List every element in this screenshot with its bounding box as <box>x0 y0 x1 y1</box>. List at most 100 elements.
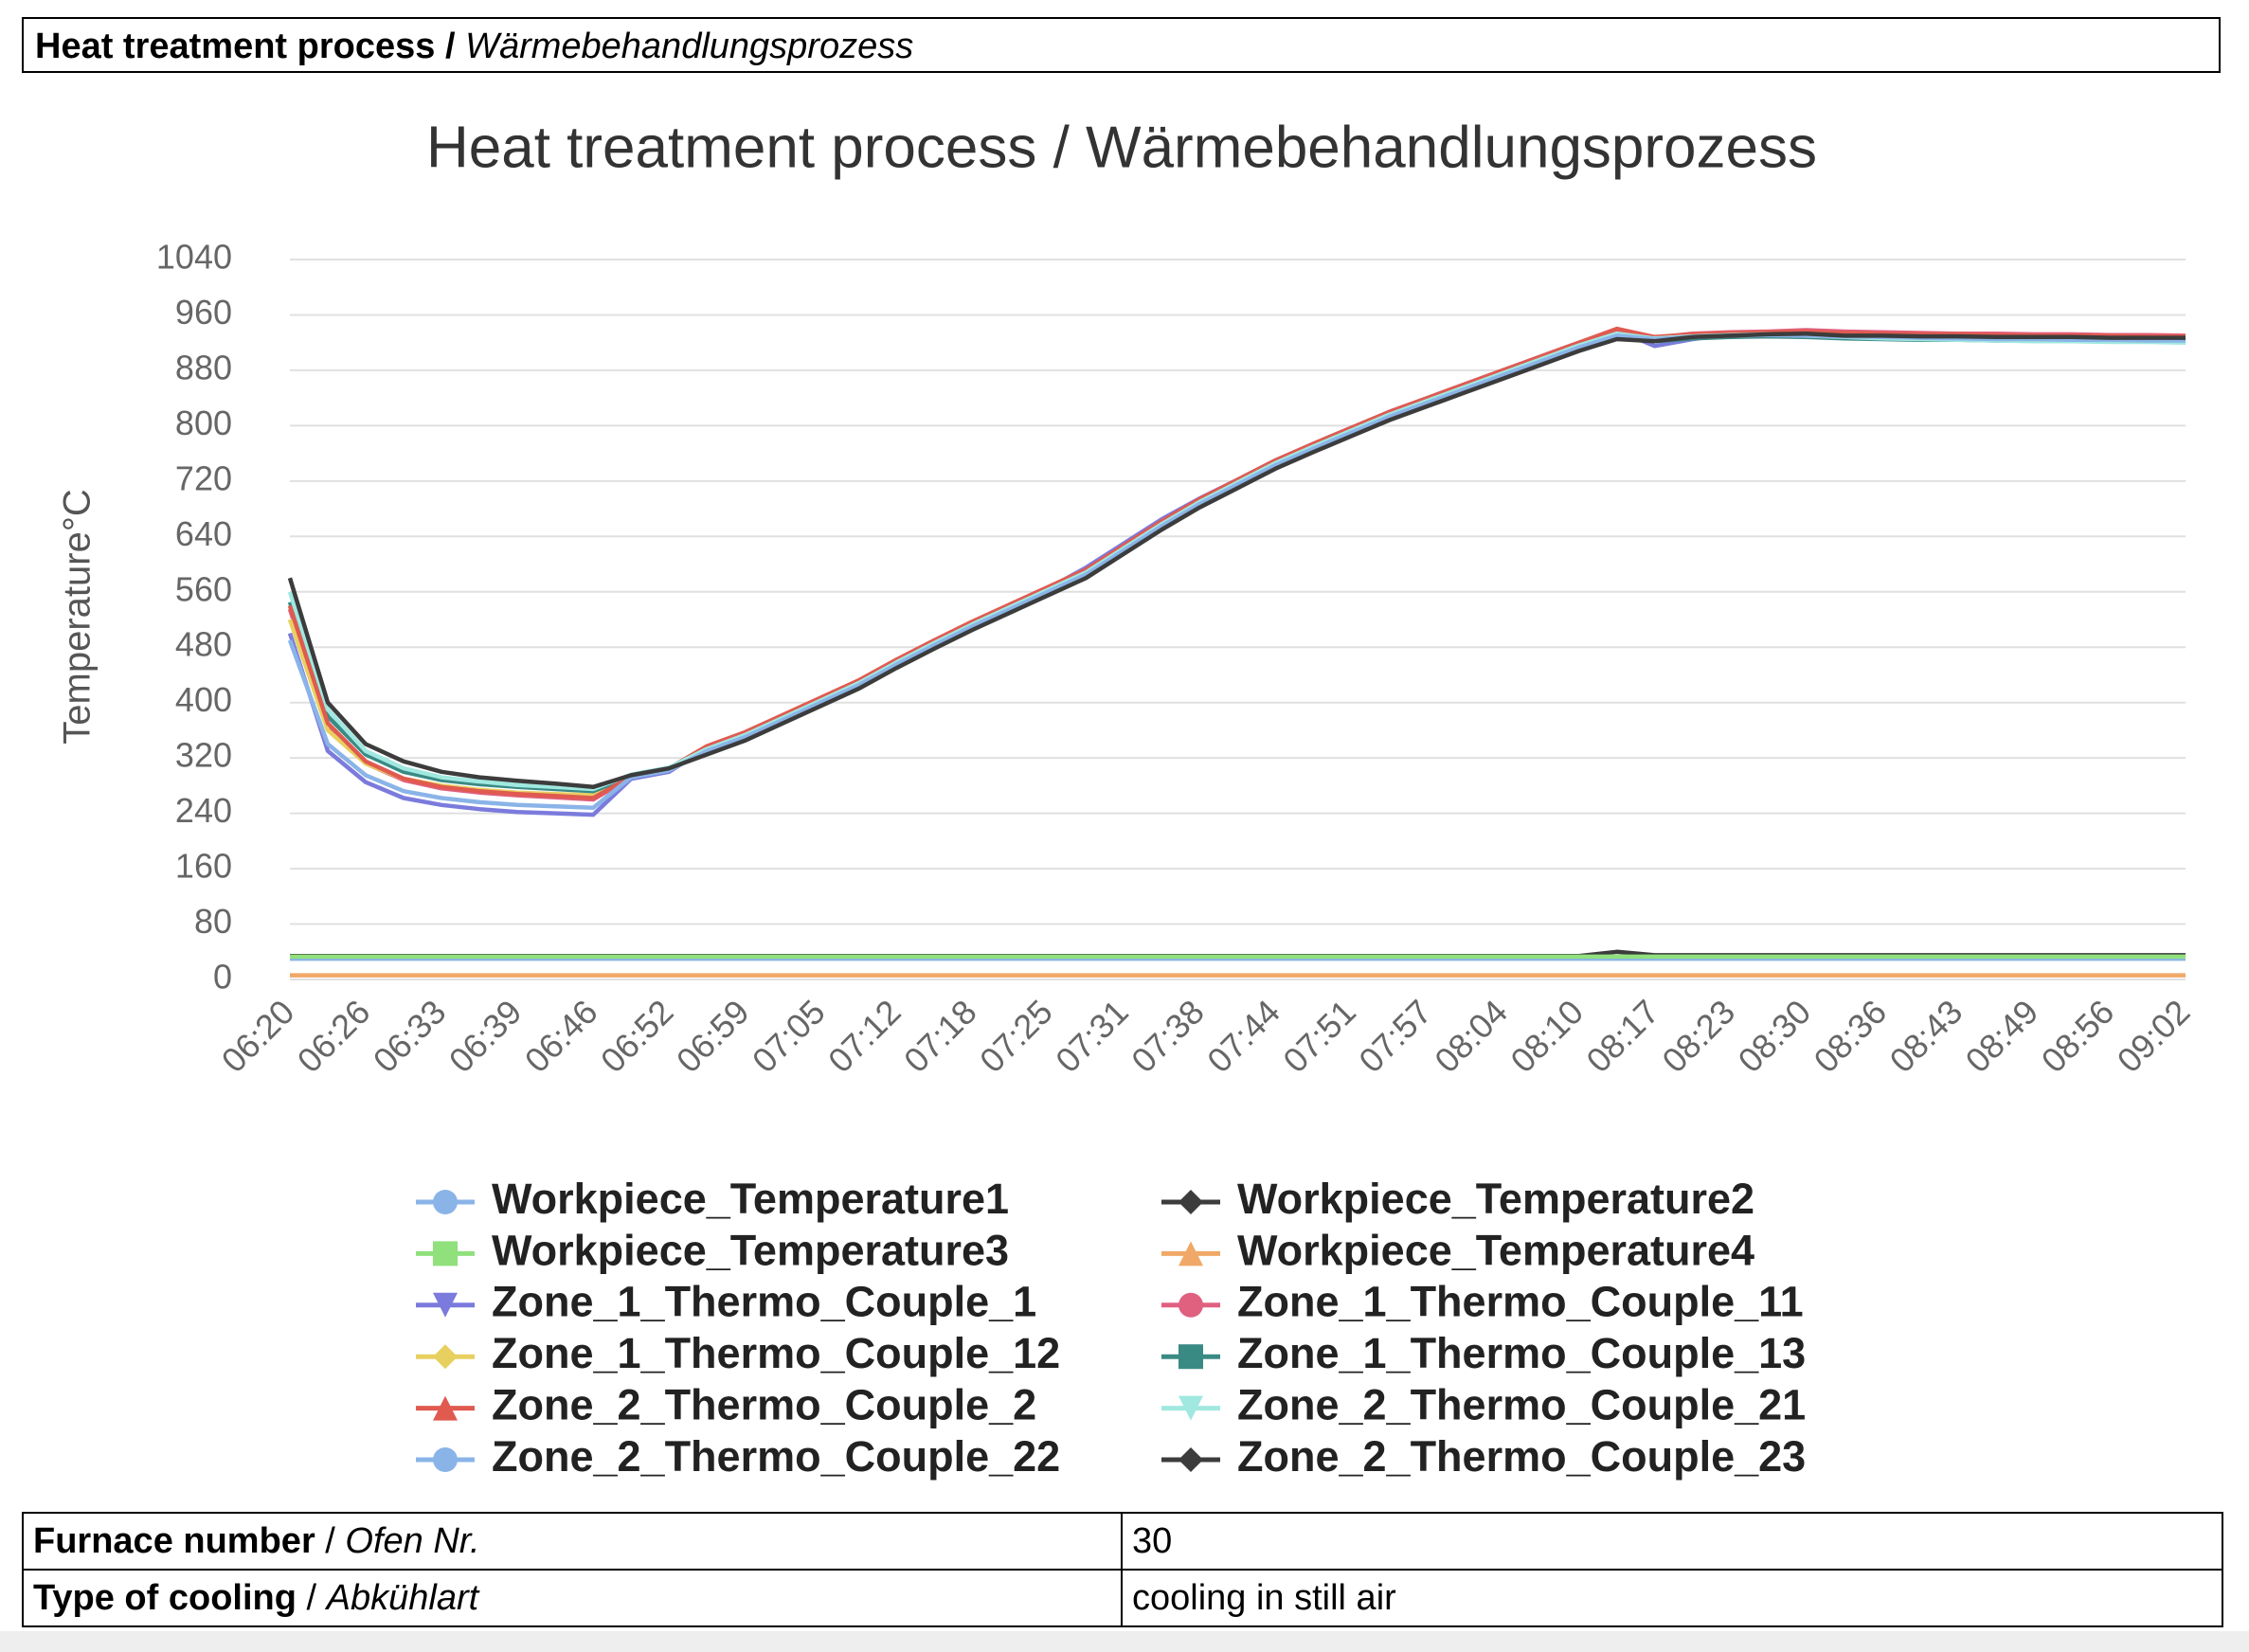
x-tick-label: 08:49 <box>1958 992 2046 1080</box>
table-row: Type of cooling / Abkühlart cooling in s… <box>22 1569 2223 1627</box>
x-tick-label: 06:39 <box>441 992 530 1080</box>
x-tick-label: 08:10 <box>1502 992 1591 1080</box>
legend-marker <box>1178 1344 1203 1370</box>
series-line <box>287 333 2186 794</box>
y-tick-label: 800 <box>175 404 232 442</box>
legend-label: Workpiece_Temperature3 <box>492 1226 1009 1274</box>
legend-marker <box>1178 1447 1203 1472</box>
header-title-de: Wärmebehandlungsprozess <box>465 27 914 66</box>
legend-item: Workpiece_Temperature3 <box>416 1226 1009 1274</box>
x-tick-label: 07:57 <box>1351 992 1439 1080</box>
y-tick-label: 720 <box>175 458 232 497</box>
x-tick-label: 08:36 <box>1807 992 1895 1080</box>
y-tick-label: 160 <box>175 847 232 886</box>
legend-label: Zone_2_Thermo_Couple_21 <box>1237 1380 1806 1428</box>
x-tick-label: 08:23 <box>1654 992 1742 1080</box>
legend-label: Workpiece_Temperature1 <box>492 1175 1009 1223</box>
legend-item: Zone_2_Thermo_Couple_21 <box>1161 1380 1806 1428</box>
legend-marker <box>433 1395 458 1421</box>
y-tick-label: 560 <box>175 569 232 608</box>
legend-label: Zone_1_Thermo_Couple_1 <box>492 1278 1036 1326</box>
x-tick-label: 06:20 <box>214 992 302 1080</box>
x-tick-label: 08:56 <box>2034 992 2122 1080</box>
legend-item: Zone_1_Thermo_Couple_12 <box>416 1329 1060 1377</box>
info-table: Furnace number / Ofen Nr. 30 Type of coo… <box>22 1512 2223 1627</box>
row-label-en: Furnace number <box>33 1520 315 1561</box>
series-line <box>287 332 2186 811</box>
y-axis-label: Temperature°C <box>57 489 99 744</box>
row-label-de: Ofen Nr. <box>345 1520 480 1561</box>
table-cell: Furnace number / Ofen Nr. <box>22 1512 1123 1571</box>
x-tick-label: 08:17 <box>1578 992 1666 1080</box>
header-title-en: Heat treatment process <box>35 27 436 66</box>
legend-marker <box>1178 1292 1203 1318</box>
table-cell: cooling in still air <box>1121 1569 2223 1627</box>
legend-item: Zone_1_Thermo_Couple_13 <box>1161 1329 1806 1377</box>
legend-item: Workpiece_Temperature4 <box>1161 1226 1754 1274</box>
series-line <box>287 331 2186 792</box>
separator: / <box>306 1577 317 1618</box>
legend-label: Zone_1_Thermo_Couple_11 <box>1237 1278 1804 1326</box>
legend-marker <box>433 1292 458 1318</box>
legend-item: Zone_2_Thermo_Couple_23 <box>1161 1432 1806 1481</box>
x-tick-label: 07:25 <box>972 992 1060 1080</box>
y-tick-label: 400 <box>175 680 232 719</box>
x-tick-label: 06:52 <box>593 992 681 1080</box>
series-line <box>287 331 2186 798</box>
series-line <box>287 326 2186 800</box>
header: Heat treatment process / Wärmebehandlung… <box>22 17 2221 73</box>
legend-item: Zone_1_Thermo_Couple_11 <box>1161 1278 1804 1326</box>
table-cell: Type of cooling / Abkühlart <box>22 1569 1123 1627</box>
y-tick-label: 1040 <box>156 238 232 277</box>
header-separator: / <box>444 27 456 66</box>
legend-item: Zone_2_Thermo_Couple_2 <box>416 1380 1036 1428</box>
x-tick-label: 06:59 <box>669 992 757 1080</box>
row-label-en: Type of cooling <box>33 1577 297 1618</box>
legend-item: Zone_2_Thermo_Couple_22 <box>416 1432 1060 1481</box>
y-tick-label: 320 <box>175 736 232 775</box>
row-label-de: Abkühlart <box>326 1577 479 1618</box>
legend-marker <box>433 1241 458 1266</box>
legend-label: Workpiece_Temperature4 <box>1237 1226 1754 1274</box>
x-tick-label: 08:43 <box>1882 992 1970 1080</box>
footer-bar <box>0 1631 2249 1652</box>
x-tick-label: 09:02 <box>2110 992 2198 1080</box>
x-tick-label: 06:33 <box>366 992 454 1080</box>
y-tick-label: 480 <box>175 625 232 664</box>
x-tick-label: 07:44 <box>1199 992 1287 1080</box>
y-tick-label: 640 <box>175 514 232 553</box>
legend-marker <box>433 1190 458 1214</box>
legend-marker <box>1178 1395 1203 1421</box>
series-line <box>287 328 2186 817</box>
x-tick-label: 06:26 <box>290 992 378 1080</box>
legend-marker <box>433 1344 458 1370</box>
x-tick-label: 08:30 <box>1730 992 1818 1080</box>
y-tick-label: 240 <box>175 791 232 830</box>
x-tick-label: 07:51 <box>1275 992 1363 1080</box>
series-line <box>287 328 2186 802</box>
x-tick-label: 07:38 <box>1124 992 1212 1080</box>
legend-marker <box>1178 1241 1203 1266</box>
legend-label: Zone_2_Thermo_Couple_22 <box>492 1432 1060 1481</box>
x-tick-label: 08:04 <box>1427 992 1515 1080</box>
legend-label: Zone_1_Thermo_Couple_13 <box>1237 1329 1806 1377</box>
table-row: Furnace number / Ofen Nr. 30 <box>22 1512 2223 1571</box>
y-tick-label: 960 <box>175 293 232 332</box>
separator: / <box>325 1520 335 1561</box>
chart-title: Heat treatment process / Wärmebehandlung… <box>426 115 1817 180</box>
x-tick-label: 07:31 <box>1048 992 1136 1080</box>
x-tick-label: 07:12 <box>820 992 909 1080</box>
y-tick-label: 880 <box>175 348 232 386</box>
legend-item: Zone_1_Thermo_Couple_1 <box>416 1278 1036 1326</box>
series-line <box>287 331 2186 790</box>
x-tick-label: 07:05 <box>745 992 833 1080</box>
legend-label: Workpiece_Temperature2 <box>1237 1175 1754 1223</box>
legend-item: Workpiece_Temperature1 <box>416 1175 1009 1223</box>
legend-label: Zone_2_Thermo_Couple_2 <box>492 1380 1036 1428</box>
x-tick-label: 07:18 <box>896 992 984 1080</box>
chart: Heat treatment process / Wärmebehandlung… <box>57 115 2198 1481</box>
x-tick-label: 06:46 <box>517 992 605 1080</box>
table-cell: 30 <box>1121 1512 2223 1571</box>
legend-label: Zone_2_Thermo_Couple_23 <box>1237 1432 1806 1481</box>
